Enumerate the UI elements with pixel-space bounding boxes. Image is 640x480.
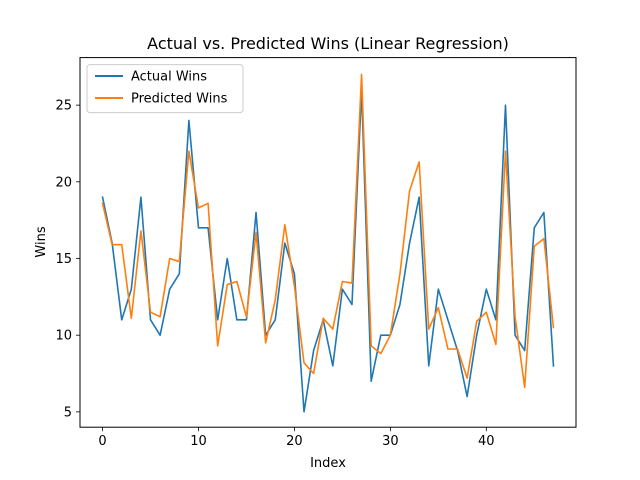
y-axis-ticks: 5 10 15 20 25: [55, 99, 80, 420]
x-tick-label: 30: [382, 434, 399, 449]
y-axis-label: Wins: [34, 226, 49, 257]
x-tick-label: 10: [190, 434, 207, 449]
legend-label-predicted-wins: Predicted Wins: [131, 92, 228, 107]
legend-label-actual-wins: Actual Wins: [131, 70, 207, 85]
legend-box: [86, 64, 244, 114]
y-tick-label: 25: [55, 99, 72, 114]
series-line-predicted-wins: [101, 73, 555, 389]
legend: Actual Wins Predicted Wins: [86, 64, 244, 114]
x-axis-ticks: 0 10 20 30 40: [98, 427, 495, 449]
x-tick-label: 0: [98, 434, 106, 449]
series-layer: [101, 73, 555, 413]
y-tick-label: 20: [55, 175, 72, 190]
chart-title: Actual vs. Predicted Wins (Linear Regres…: [147, 34, 509, 53]
y-tick-label: 15: [55, 252, 72, 267]
x-tick-label: 40: [478, 434, 495, 449]
x-axis-label: Index: [310, 456, 346, 471]
y-tick-label: 5: [64, 405, 72, 420]
y-tick-label: 10: [55, 329, 72, 344]
series-line-actual-wins: [101, 89, 555, 413]
plot-area-frame: [79, 57, 577, 428]
x-tick-label: 20: [286, 434, 303, 449]
